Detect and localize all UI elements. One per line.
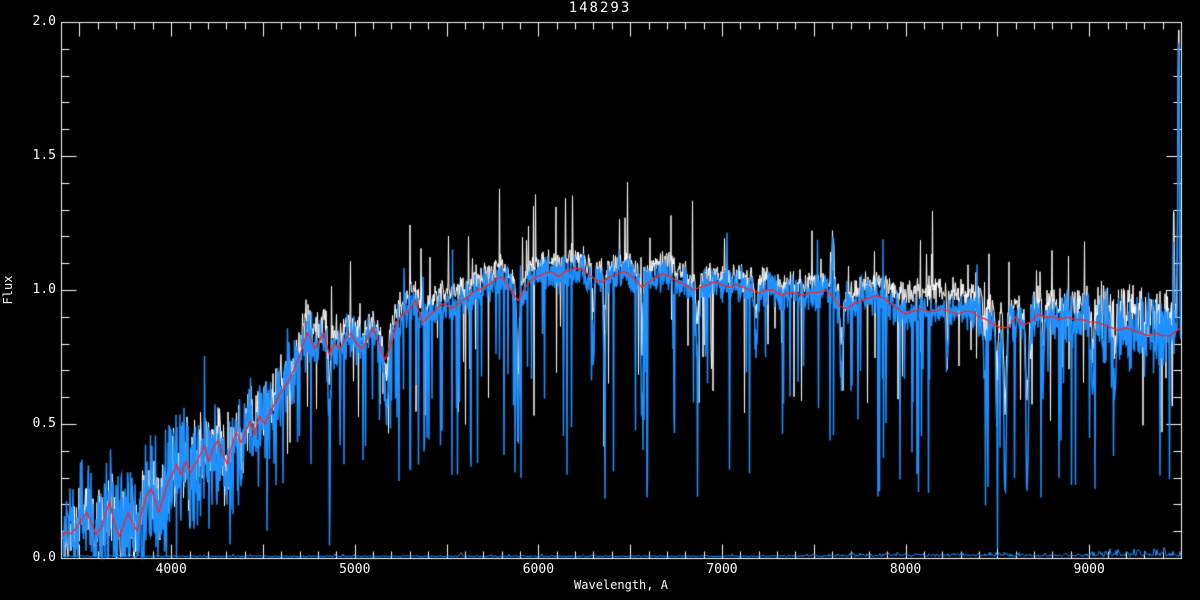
x-tick-label-9000: 9000 [1073,562,1105,577]
y-tick-label-2.0: 2.0 [32,14,56,29]
x-tick-label-4000: 4000 [155,562,187,577]
x-tick-label-5000: 5000 [339,562,371,577]
chart-title: 148293 [568,0,632,16]
x-tick-label-8000: 8000 [889,562,922,577]
x-axis-label: Wavelength, A [574,578,668,592]
y-tick-label-1.5: 1.5 [32,148,56,163]
y-tick-label-0.0: 0.0 [32,550,56,565]
x-tick-label-6000: 6000 [522,562,555,577]
x-tick-label-7000: 7000 [706,562,738,577]
y-tick-label-0.5: 0.5 [32,416,56,431]
y-tick-label-1.0: 1.0 [32,282,56,297]
